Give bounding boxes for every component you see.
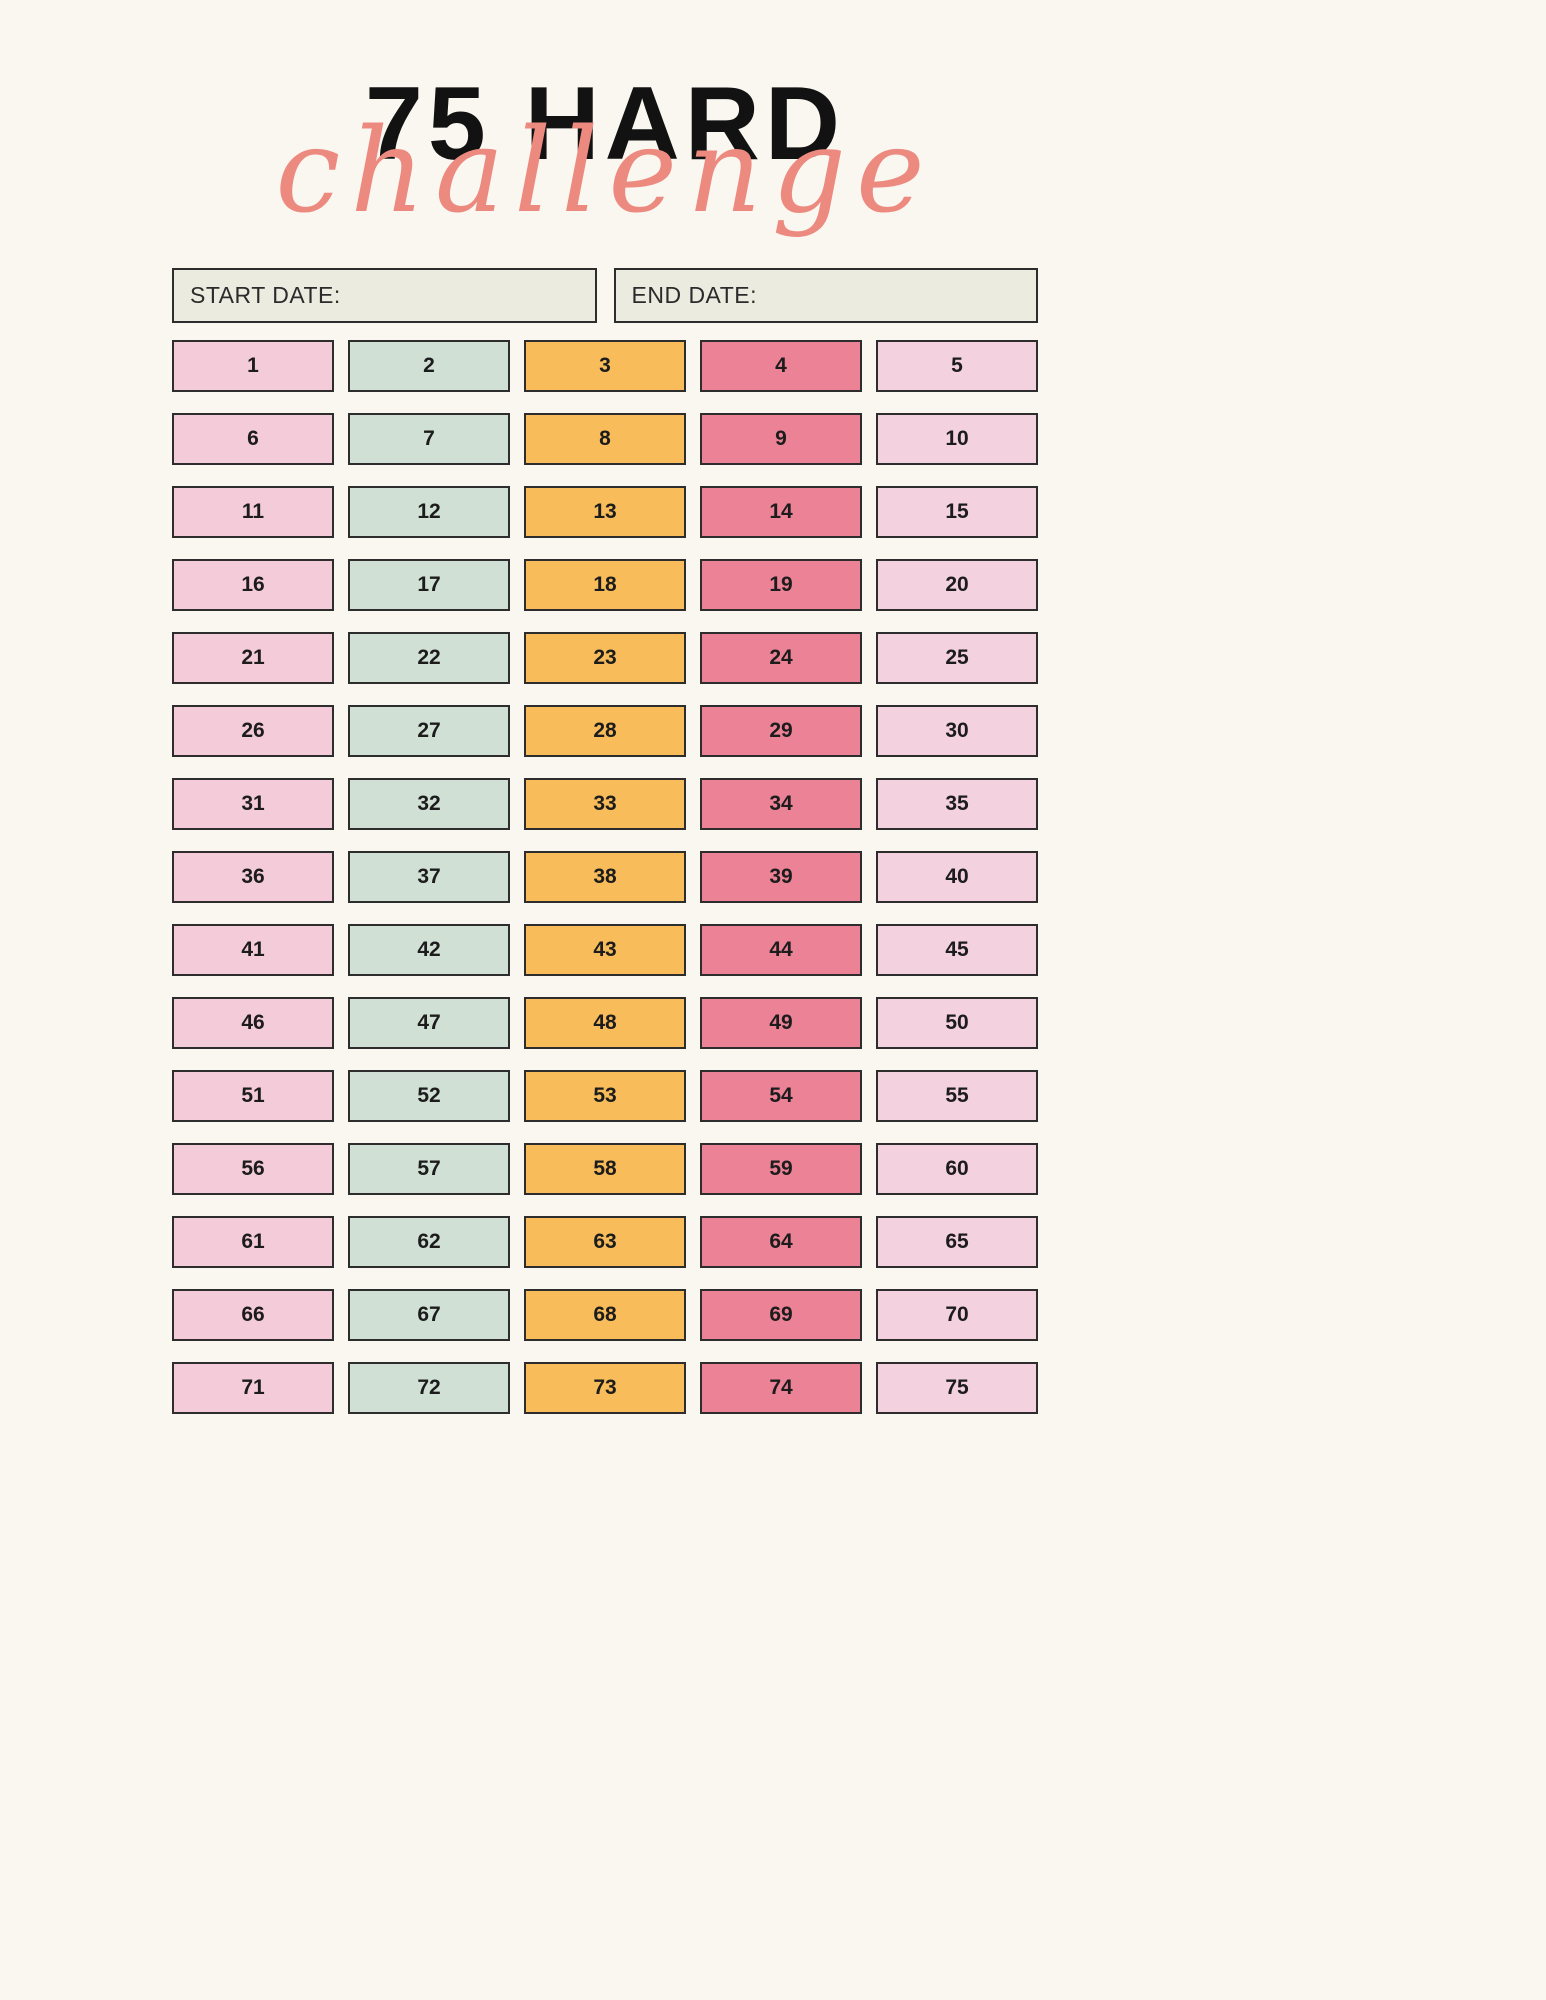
day-cell-25[interactable]: 25	[876, 631, 1038, 684]
day-cell-22[interactable]: 22	[348, 631, 510, 684]
day-cell-36[interactable]: 36	[172, 850, 334, 903]
day-cell-11[interactable]: 11	[172, 485, 334, 538]
day-cell-41[interactable]: 41	[172, 923, 334, 976]
day-cell-46[interactable]: 46	[172, 996, 334, 1049]
day-cell-64[interactable]: 64	[700, 1215, 862, 1268]
day-cell-42[interactable]: 42	[348, 923, 510, 976]
day-cell-59[interactable]: 59	[700, 1142, 862, 1195]
end-date-field[interactable]: END DATE:	[613, 267, 1038, 323]
day-cell-63[interactable]: 63	[524, 1215, 686, 1268]
end-date-label: END DATE:	[631, 281, 757, 308]
day-cell-45[interactable]: 45	[876, 923, 1038, 976]
day-cell-74[interactable]: 74	[700, 1361, 862, 1414]
day-cell-15[interactable]: 15	[876, 485, 1038, 538]
day-cell-38[interactable]: 38	[524, 850, 686, 903]
day-cell-3[interactable]: 3	[524, 339, 686, 392]
day-cell-4[interactable]: 4	[700, 339, 862, 392]
day-cell-20[interactable]: 20	[876, 558, 1038, 611]
day-cell-35[interactable]: 35	[876, 777, 1038, 830]
day-cell-40[interactable]: 40	[876, 850, 1038, 903]
tracker-page: 75 HARD challenge START DATE: END DATE: …	[172, 0, 1038, 1414]
day-cell-69[interactable]: 69	[700, 1288, 862, 1341]
day-cell-17[interactable]: 17	[348, 558, 510, 611]
day-cell-58[interactable]: 58	[524, 1142, 686, 1195]
start-date-label: START DATE:	[190, 281, 341, 308]
day-cell-61[interactable]: 61	[172, 1215, 334, 1268]
day-cell-10[interactable]: 10	[876, 412, 1038, 465]
day-grid: 1 2 3 4 5 6 7 8 9 10 11 12 13 14 15 16 17 18 19 20 21 22 23 24 2…	[172, 339, 1038, 1414]
dates-row: START DATE: END DATE:	[172, 267, 1038, 323]
day-cell-9[interactable]: 9	[700, 412, 862, 465]
day-cell-67[interactable]: 67	[348, 1288, 510, 1341]
day-cell-12[interactable]: 12	[348, 485, 510, 538]
day-cell-54[interactable]: 54	[700, 1069, 862, 1122]
day-cell-21[interactable]: 21	[172, 631, 334, 684]
day-cell-37[interactable]: 37	[348, 850, 510, 903]
day-cell-6[interactable]: 6	[172, 412, 334, 465]
day-cell-39[interactable]: 39	[700, 850, 862, 903]
day-cell-24[interactable]: 24	[700, 631, 862, 684]
title-block: 75 HARD challenge	[172, 66, 1038, 239]
day-cell-75[interactable]: 75	[876, 1361, 1038, 1414]
day-cell-50[interactable]: 50	[876, 996, 1038, 1049]
day-cell-18[interactable]: 18	[524, 558, 686, 611]
day-cell-57[interactable]: 57	[348, 1142, 510, 1195]
day-cell-26[interactable]: 26	[172, 704, 334, 757]
day-cell-70[interactable]: 70	[876, 1288, 1038, 1341]
page-title: 75 HARD	[365, 66, 845, 182]
day-cell-19[interactable]: 19	[700, 558, 862, 611]
day-cell-55[interactable]: 55	[876, 1069, 1038, 1122]
day-cell-34[interactable]: 34	[700, 777, 862, 830]
day-cell-31[interactable]: 31	[172, 777, 334, 830]
day-cell-68[interactable]: 68	[524, 1288, 686, 1341]
day-cell-44[interactable]: 44	[700, 923, 862, 976]
day-cell-14[interactable]: 14	[700, 485, 862, 538]
day-cell-28[interactable]: 28	[524, 704, 686, 757]
start-date-field[interactable]: START DATE:	[172, 267, 597, 323]
day-cell-43[interactable]: 43	[524, 923, 686, 976]
day-cell-52[interactable]: 52	[348, 1069, 510, 1122]
day-cell-51[interactable]: 51	[172, 1069, 334, 1122]
day-cell-71[interactable]: 71	[172, 1361, 334, 1414]
day-cell-30[interactable]: 30	[876, 704, 1038, 757]
day-cell-73[interactable]: 73	[524, 1361, 686, 1414]
day-cell-8[interactable]: 8	[524, 412, 686, 465]
day-cell-60[interactable]: 60	[876, 1142, 1038, 1195]
day-cell-56[interactable]: 56	[172, 1142, 334, 1195]
day-cell-27[interactable]: 27	[348, 704, 510, 757]
day-cell-29[interactable]: 29	[700, 704, 862, 757]
day-cell-16[interactable]: 16	[172, 558, 334, 611]
day-cell-72[interactable]: 72	[348, 1361, 510, 1414]
day-cell-13[interactable]: 13	[524, 485, 686, 538]
day-cell-47[interactable]: 47	[348, 996, 510, 1049]
day-cell-53[interactable]: 53	[524, 1069, 686, 1122]
day-cell-33[interactable]: 33	[524, 777, 686, 830]
day-cell-1[interactable]: 1	[172, 339, 334, 392]
day-cell-48[interactable]: 48	[524, 996, 686, 1049]
day-cell-23[interactable]: 23	[524, 631, 686, 684]
day-cell-66[interactable]: 66	[172, 1288, 334, 1341]
day-cell-65[interactable]: 65	[876, 1215, 1038, 1268]
day-cell-62[interactable]: 62	[348, 1215, 510, 1268]
day-cell-2[interactable]: 2	[348, 339, 510, 392]
day-cell-32[interactable]: 32	[348, 777, 510, 830]
day-cell-7[interactable]: 7	[348, 412, 510, 465]
page-subtitle-script: challenge	[275, 103, 935, 239]
day-cell-5[interactable]: 5	[876, 339, 1038, 392]
day-cell-49[interactable]: 49	[700, 996, 862, 1049]
